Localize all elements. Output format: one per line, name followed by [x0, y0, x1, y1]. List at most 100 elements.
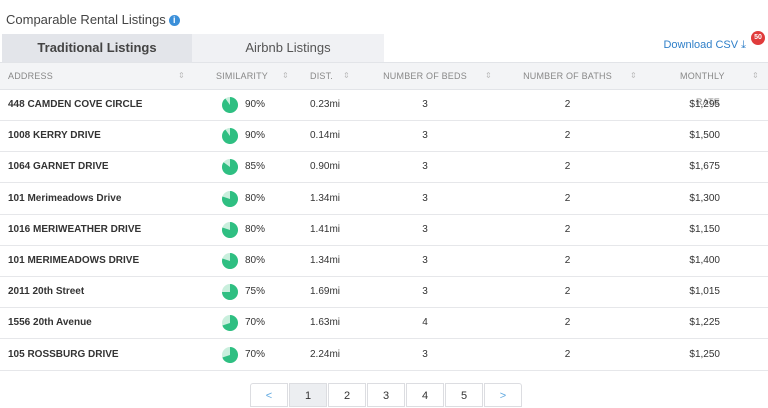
similarity-pie — [222, 315, 238, 332]
page-button[interactable]: 5 — [445, 383, 483, 407]
cell: 85% — [245, 161, 266, 173]
table-row: 101 Merimeadows Drive 80% 1.34mi 3 2 $1,300 — [0, 184, 768, 215]
cell: 2 — [564, 255, 571, 266]
cell: 1064 GARNET DRIVE — [8, 161, 109, 173]
column-header[interactable]: SIMILARITY — [215, 71, 268, 81]
pie-slice — [222, 284, 238, 301]
table-row: 101 MERIMEADOWS DRIVE 80% 1.34mi 3 2 $1,400 — [0, 246, 768, 277]
pie-slice — [222, 221, 238, 238]
section-title: Comparable Rental Listings i — [6, 12, 180, 27]
sort-icon[interactable]: ⇕ — [752, 71, 759, 80]
cell: 2 — [564, 286, 571, 298]
cell: 2 — [564, 348, 571, 360]
column-header[interactable]: DIST. — [310, 71, 334, 81]
cell: $1,015 — [689, 286, 720, 298]
pie-slice — [222, 346, 238, 363]
column-header[interactable]: MONTHLY RATE — [680, 71, 725, 107]
similarity-pie — [222, 190, 238, 207]
badge: 50 — [751, 31, 765, 45]
download-text: Download CSV — [663, 39, 739, 51]
cell: 105 ROSSBURG DRIVE — [8, 348, 119, 360]
cell: 1.34mi — [310, 255, 341, 266]
pie-slice — [222, 159, 238, 176]
column-header[interactable]: NUMBER OF BEDS — [383, 71, 467, 81]
cell: 90% — [245, 99, 266, 110]
similarity-pie — [222, 128, 238, 145]
cell: 2.24mi — [310, 348, 341, 360]
cell: 2 — [564, 130, 571, 142]
similarity-pie — [222, 284, 238, 301]
cell: 101 Merimeadows Drive — [8, 192, 122, 204]
cell: 2 — [564, 317, 571, 329]
cell: $1,225 — [689, 317, 720, 329]
tab[interactable]: Airbnb Listings — [192, 34, 384, 62]
table-row: 448 CAMDEN COVE CIRCLE 90% 0.23mi 3 2 $1,295 — [0, 90, 768, 121]
table-row: 105 ROSSBURG DRIVE 70% 2.24mi 3 2 $1,250 — [0, 340, 768, 371]
table-row: 1064 GARNET DRIVE 85% 0.90mi 3 2 $1,675 — [0, 152, 768, 184]
download-link[interactable]: Download CSV ⤓ — [663, 39, 746, 51]
similarity-pie — [222, 159, 238, 176]
cell: 101 MERIMEADOWS DRIVE — [8, 255, 140, 266]
cell: 3 — [422, 223, 428, 235]
sort-icon[interactable]: ⇕ — [485, 71, 492, 80]
page-button[interactable]: < — [250, 383, 288, 407]
cell: 70% — [245, 348, 266, 360]
cell: $1,300 — [689, 192, 720, 204]
cell: 90% — [245, 130, 266, 142]
sort-icon[interactable]: ⇕ — [282, 71, 289, 80]
cell: 1.63mi — [310, 317, 341, 329]
page-button[interactable]: 2 — [328, 383, 366, 407]
cell: 1.34mi — [310, 192, 341, 204]
cell: 3 — [422, 130, 428, 142]
cell: 3 — [422, 161, 428, 173]
cell: $1,295 — [689, 99, 720, 110]
similarity-pie — [222, 253, 238, 269]
cell: 1556 20th Avenue — [8, 317, 92, 329]
cell: 3 — [422, 192, 428, 204]
cell: $1,400 — [689, 255, 720, 266]
title-text: Comparable Rental Listings — [6, 12, 166, 27]
cell: 80% — [245, 255, 266, 266]
info-icon[interactable]: i — [168, 15, 180, 26]
page-button[interactable]: > — [484, 383, 522, 407]
pie-slice — [222, 97, 238, 113]
table-row: 1556 20th Avenue 70% 1.63mi 4 2 $1,225 — [0, 308, 768, 340]
table-row: 1008 KERRY DRIVE 90% 0.14mi 3 2 $1,500 — [0, 121, 768, 153]
sort-icon[interactable]: ⇕ — [178, 71, 185, 80]
cell: 80% — [245, 223, 266, 235]
cell: $1,250 — [689, 348, 720, 360]
page-button[interactable]: 3 — [367, 383, 405, 407]
cell: 2 — [564, 192, 571, 204]
cell: $1,675 — [689, 161, 720, 173]
similarity-pie — [222, 221, 238, 238]
similarity-pie — [222, 346, 238, 363]
page-button[interactable]: 1 — [289, 383, 327, 407]
cell: 70% — [245, 317, 266, 329]
cell: 1.69mi — [310, 286, 341, 298]
cell: 1008 KERRY DRIVE — [8, 130, 101, 142]
table-header: ADDRESS ⇕ SIMILARITY ⇕ DIST. ⇕ NUMBER OF BEDS ⇕… — [0, 62, 768, 107]
pie-slice — [222, 253, 238, 269]
table-row: 1016 MERIWEATHER DRIVE 80% 1.41mi 3 2 $1,150 — [0, 215, 768, 246]
sort-icon[interactable]: ⇕ — [630, 71, 637, 80]
cell: 1.41mi — [310, 223, 341, 235]
page-button[interactable]: 4 — [406, 383, 444, 407]
sort-icon[interactable]: ⇕ — [343, 71, 350, 80]
tab[interactable]: Traditional Listings — [2, 34, 192, 62]
column-header[interactable]: NUMBER OF BATHS — [523, 71, 612, 81]
column-header[interactable]: ADDRESS — [8, 71, 53, 81]
cell: 0.14mi — [310, 130, 341, 142]
cell: 80% — [245, 192, 266, 204]
cell: 0.23mi — [310, 99, 341, 110]
cell: $1,500 — [689, 130, 720, 142]
cell: 75% — [245, 286, 266, 298]
table-row: 2011 20th Street 75% 1.69mi 3 2 $1,015 — [0, 277, 768, 309]
cell: 1016 MERIWEATHER DRIVE — [8, 223, 142, 235]
cell: 2011 20th Street — [8, 286, 85, 298]
cell: 448 CAMDEN COVE CIRCLE — [8, 99, 143, 110]
cell: 2 — [564, 223, 571, 235]
cell: $1,150 — [689, 223, 720, 235]
pie-slice — [222, 190, 238, 207]
pie-slice — [222, 128, 238, 145]
